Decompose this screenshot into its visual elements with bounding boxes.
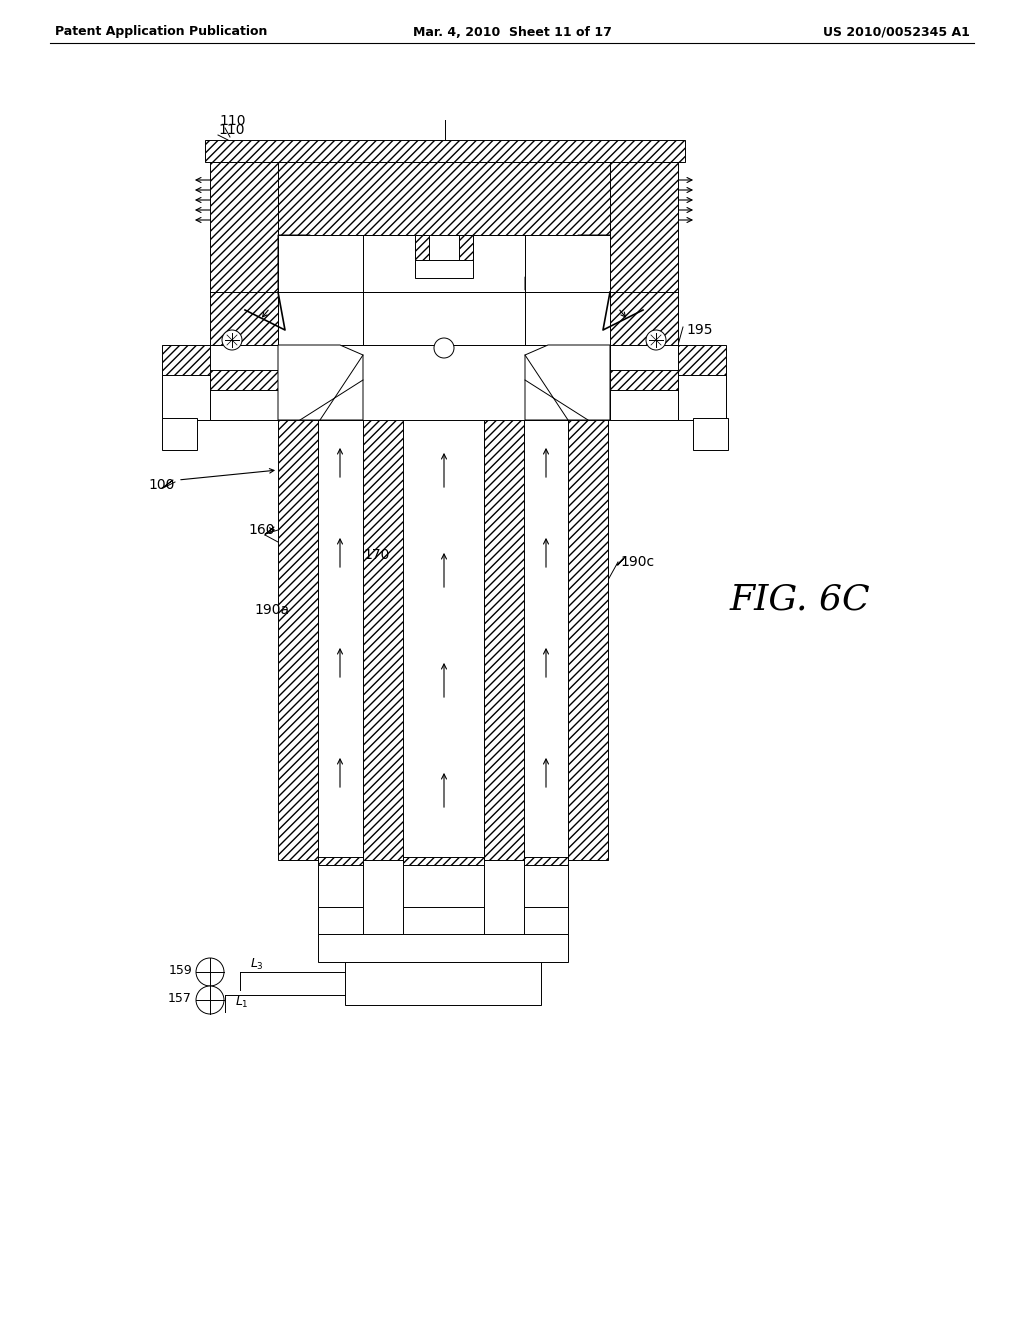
Bar bbox=[524, 420, 568, 861]
Circle shape bbox=[434, 338, 454, 358]
Bar bbox=[415, 235, 473, 279]
Text: 110: 110 bbox=[219, 114, 246, 128]
Text: FIG. 6C: FIG. 6C bbox=[730, 583, 870, 616]
Bar bbox=[210, 370, 278, 389]
Bar bbox=[210, 345, 278, 420]
Bar bbox=[318, 861, 362, 909]
Bar bbox=[278, 162, 610, 235]
Bar bbox=[610, 162, 678, 345]
Bar bbox=[403, 857, 484, 865]
Bar bbox=[524, 907, 568, 935]
Text: 160: 160 bbox=[248, 523, 274, 537]
Text: 190a: 190a bbox=[255, 603, 290, 616]
Text: Mar. 4, 2010  Sheet 11 of 17: Mar. 4, 2010 Sheet 11 of 17 bbox=[413, 25, 611, 38]
Bar bbox=[403, 861, 484, 909]
Bar bbox=[318, 907, 362, 935]
Polygon shape bbox=[525, 235, 610, 290]
Bar bbox=[278, 420, 318, 861]
Bar bbox=[162, 375, 210, 420]
Bar bbox=[162, 345, 252, 420]
Text: 190c: 190c bbox=[620, 554, 654, 569]
Bar bbox=[318, 420, 362, 861]
Text: 110: 110 bbox=[218, 123, 245, 137]
Bar bbox=[362, 420, 403, 861]
Bar bbox=[205, 140, 685, 162]
Bar bbox=[459, 235, 473, 260]
Bar bbox=[636, 345, 726, 420]
Bar bbox=[403, 907, 484, 935]
Text: US 2010/0052345 A1: US 2010/0052345 A1 bbox=[823, 25, 970, 38]
Bar bbox=[278, 292, 610, 345]
Bar bbox=[210, 162, 278, 345]
Bar bbox=[525, 235, 610, 290]
Text: $L_3$: $L_3$ bbox=[250, 957, 264, 972]
Text: 157: 157 bbox=[168, 991, 193, 1005]
Text: 159: 159 bbox=[168, 964, 193, 977]
Bar bbox=[693, 418, 728, 450]
Text: 170: 170 bbox=[364, 548, 390, 562]
Bar bbox=[415, 235, 429, 260]
Text: 100: 100 bbox=[148, 478, 174, 492]
Bar bbox=[318, 857, 362, 865]
Bar bbox=[610, 370, 678, 389]
Polygon shape bbox=[278, 235, 362, 290]
Bar bbox=[362, 292, 525, 345]
Bar bbox=[484, 420, 524, 861]
Bar bbox=[403, 420, 484, 861]
Bar bbox=[568, 345, 610, 420]
Polygon shape bbox=[525, 345, 610, 420]
Circle shape bbox=[646, 330, 666, 350]
Bar bbox=[278, 345, 319, 420]
Circle shape bbox=[196, 986, 224, 1014]
Bar bbox=[568, 420, 608, 861]
Text: 195: 195 bbox=[686, 323, 713, 337]
Text: Patent Application Publication: Patent Application Publication bbox=[55, 25, 267, 38]
Bar bbox=[425, 235, 463, 260]
Bar bbox=[278, 235, 362, 290]
Polygon shape bbox=[278, 345, 362, 420]
Text: $L_1$: $L_1$ bbox=[234, 994, 249, 1010]
Circle shape bbox=[222, 330, 242, 350]
Bar bbox=[345, 962, 541, 1005]
Bar bbox=[525, 235, 610, 292]
Bar bbox=[318, 935, 568, 962]
Bar bbox=[525, 292, 610, 345]
Bar bbox=[162, 418, 197, 450]
Bar bbox=[524, 861, 568, 909]
Bar bbox=[524, 857, 568, 865]
Bar bbox=[610, 345, 678, 420]
Bar bbox=[678, 375, 726, 420]
Bar bbox=[278, 235, 362, 292]
Circle shape bbox=[196, 958, 224, 986]
Bar bbox=[278, 292, 362, 345]
